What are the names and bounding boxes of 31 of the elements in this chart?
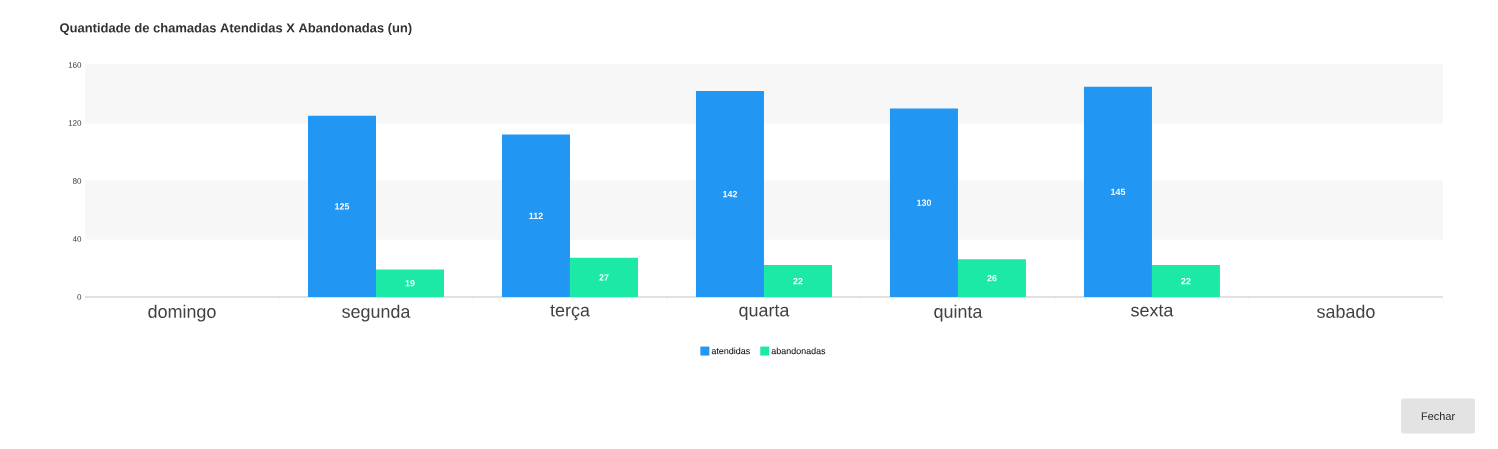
x-tick-label: segunda bbox=[342, 304, 411, 322]
bar bbox=[889, 108, 958, 297]
chart-title: Quantidade de chamadas Atendidas X Abandonadas (un) bbox=[60, 22, 412, 36]
bar bbox=[307, 115, 376, 297]
data-label: 22 bbox=[793, 277, 803, 285]
data-label: 26 bbox=[987, 274, 997, 282]
bar bbox=[1083, 86, 1152, 297]
data-label: 125 bbox=[335, 203, 350, 210]
bar bbox=[375, 269, 444, 297]
legend-label: abandonadas bbox=[771, 347, 826, 355]
x-tick-label: domingo bbox=[148, 304, 216, 322]
text: Fechar bbox=[1421, 411, 1455, 421]
legend-label: atendidas bbox=[711, 347, 750, 355]
bar bbox=[1151, 265, 1220, 297]
bar bbox=[569, 257, 638, 297]
x-tick-label: terça bbox=[550, 304, 590, 321]
bar bbox=[501, 134, 570, 297]
data-label: 27 bbox=[599, 274, 609, 281]
data-label: 130 bbox=[917, 199, 932, 206]
x-tick-label: sexta bbox=[1131, 304, 1174, 317]
x-tick-label: quarta bbox=[739, 304, 790, 321]
data-label: 22 bbox=[1181, 277, 1191, 285]
data-label: 145 bbox=[1111, 188, 1126, 196]
bar bbox=[695, 91, 764, 297]
x-tick-label: quinta bbox=[934, 304, 983, 322]
data-label: 142 bbox=[723, 190, 738, 198]
bar bbox=[957, 259, 1026, 297]
data-label: 19 bbox=[405, 280, 415, 287]
data-label: 112 bbox=[529, 212, 543, 219]
x-tick-label: sabado bbox=[1317, 304, 1375, 318]
bar bbox=[763, 265, 832, 297]
